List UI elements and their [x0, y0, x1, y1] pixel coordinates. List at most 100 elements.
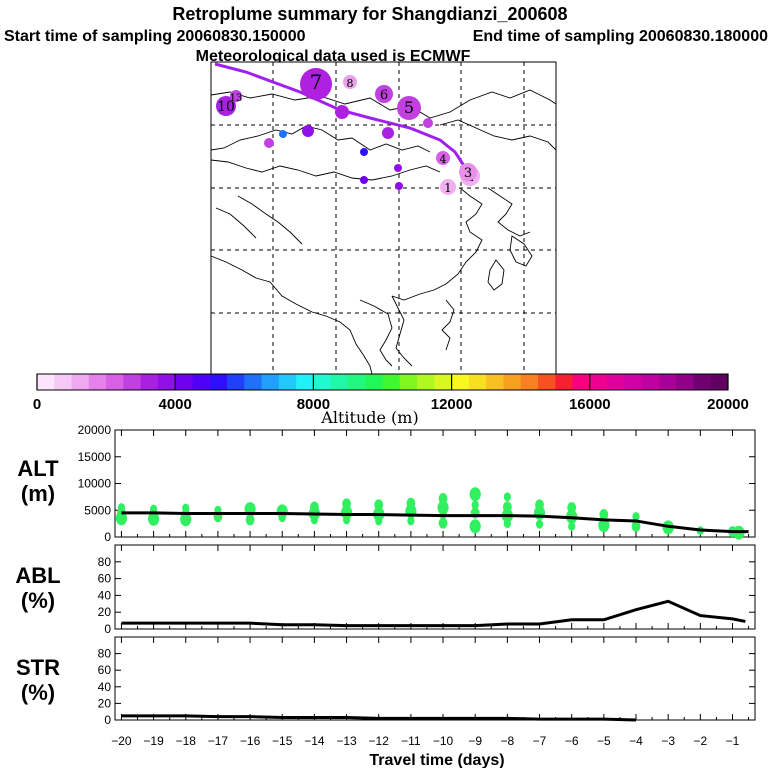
- altitude-particle-point: [342, 515, 351, 525]
- panel-unit-label: (m): [21, 481, 55, 506]
- track-point-marker: [440, 179, 456, 195]
- panel-label: ALT: [17, 456, 59, 481]
- y-tick-label: 20: [98, 605, 112, 619]
- track-point-13: 13: [230, 90, 243, 104]
- x-tick-label: −9: [468, 734, 482, 748]
- altitude-particle-point: [599, 509, 609, 521]
- track-point-8: 8: [343, 75, 357, 90]
- x-tick-label: −10: [433, 734, 454, 748]
- track-point-5: 5: [397, 96, 421, 120]
- track-point-label: 10: [217, 99, 235, 115]
- colorbar-swatch: [676, 374, 694, 390]
- y-tick-label: 40: [98, 588, 112, 602]
- altitude-particle-point: [568, 521, 576, 531]
- track-point-marker: [436, 151, 450, 165]
- colorbar-swatch: [417, 374, 435, 390]
- x-tick-label: −5: [597, 734, 611, 748]
- altitude-particle-point: [438, 517, 448, 529]
- x-tick-label: −19: [143, 734, 164, 748]
- colorbar-swatch: [468, 374, 487, 390]
- colorbar-swatch: [209, 374, 228, 390]
- x-tick-label: −8: [501, 734, 515, 748]
- altitude-colorbar: 0 4000 8000 12000 16000 20000: [33, 373, 749, 413]
- time-series-panels: 05000100001500020000ALT(m)020406080ABL(%…: [15, 423, 756, 768]
- altitude-particle-point: [471, 500, 479, 510]
- end-time-label: End time of sampling 20060830.180000: [473, 28, 768, 45]
- colorbar-swatch: [330, 374, 349, 390]
- colorbar-swatch: [227, 374, 245, 390]
- panel-frame: [114, 544, 756, 630]
- altitude-particle-point: [631, 520, 641, 532]
- track-point-3: 3: [459, 163, 477, 181]
- retroplume-track: [214, 62, 472, 176]
- colorbar-swatch: [313, 374, 332, 390]
- map-panel: 123456781013: [210, 61, 557, 375]
- colorbar-swatch: [607, 374, 625, 390]
- x-tick-label: −16: [240, 734, 261, 748]
- colorbar-swatch: [140, 374, 159, 390]
- colorbar-swatch: [88, 374, 107, 390]
- track-point-1: 1: [440, 179, 456, 195]
- colorbar-swatch: [192, 374, 211, 390]
- track-point-marker: [397, 96, 421, 120]
- colorbar-swatch: [555, 374, 574, 390]
- y-tick-label: 80: [98, 555, 112, 569]
- colorbar-swatch: [658, 374, 677, 390]
- x-tick-label: −15: [272, 734, 293, 748]
- track-point-label: 3: [464, 166, 472, 181]
- track-point-marker: [343, 75, 357, 89]
- figure-title: Retroplume summary for Shangdianzi_20060…: [172, 4, 567, 24]
- track-point-marker: [230, 90, 242, 102]
- colorbar-swatch: [693, 374, 712, 390]
- track-point-label: 6: [380, 88, 388, 103]
- x-tick-label: −1: [726, 734, 740, 748]
- track-marker-small: [360, 148, 368, 156]
- x-tick-label: −4: [629, 734, 643, 748]
- str-series-line: [121, 714, 637, 722]
- x-axis-label: Travel time (days): [369, 752, 504, 768]
- colorbar-tick-label: 20000: [707, 396, 749, 413]
- colorbar-tick-label: 12000: [431, 396, 473, 413]
- map-graticule: [211, 62, 556, 374]
- track-point-marker: [459, 163, 477, 181]
- x-tick-label: −6: [565, 734, 579, 748]
- colorbar-swatch: [641, 374, 660, 390]
- track-marker-small: [302, 125, 314, 137]
- track-point-label: 5: [404, 98, 414, 117]
- panel-unit-label: (%): [21, 680, 55, 705]
- track-marker-small: [394, 164, 402, 172]
- track-marker-small: [264, 138, 274, 148]
- track-point-label: 13: [230, 93, 243, 104]
- y-tick-label: 0: [104, 713, 111, 727]
- track-point-6: 6: [375, 85, 393, 103]
- met-data-label: Meteorological data used is ECMWF: [196, 48, 471, 65]
- colorbar-swatch: [624, 374, 643, 390]
- panel-unit-label: (%): [21, 588, 55, 613]
- y-tick-label: 5000: [84, 503, 111, 517]
- colorbar-swatch: [572, 374, 591, 390]
- y-tick-label: 20000: [78, 423, 112, 437]
- altitude-particle-point: [598, 518, 610, 533]
- colorbar-tick-label: 0: [33, 396, 41, 413]
- panel-frame: [114, 636, 756, 721]
- altitude-particle-point: [503, 492, 511, 502]
- colorbar-swatch: [382, 374, 401, 390]
- colorbar-swatch: [296, 374, 314, 390]
- start-time-label: Start time of sampling 20060830.150000: [4, 28, 306, 45]
- track-marker-small: [423, 118, 433, 128]
- y-tick-label: 15000: [78, 450, 112, 464]
- altitude-particle-point: [407, 516, 415, 526]
- colorbar-swatch: [175, 374, 193, 390]
- altitude-particle-point: [632, 512, 640, 522]
- x-tick-label: −20: [111, 734, 132, 748]
- altitude-mean-line: [121, 511, 749, 534]
- colorbar-swatch: [486, 374, 504, 390]
- altitude-particle-point: [180, 512, 192, 527]
- y-tick-label: 60: [98, 663, 112, 677]
- colorbar-swatch: [520, 374, 539, 390]
- colorbar-swatch: [365, 374, 383, 390]
- y-tick-label: 0: [104, 622, 111, 636]
- track-point-label: 1: [444, 181, 452, 195]
